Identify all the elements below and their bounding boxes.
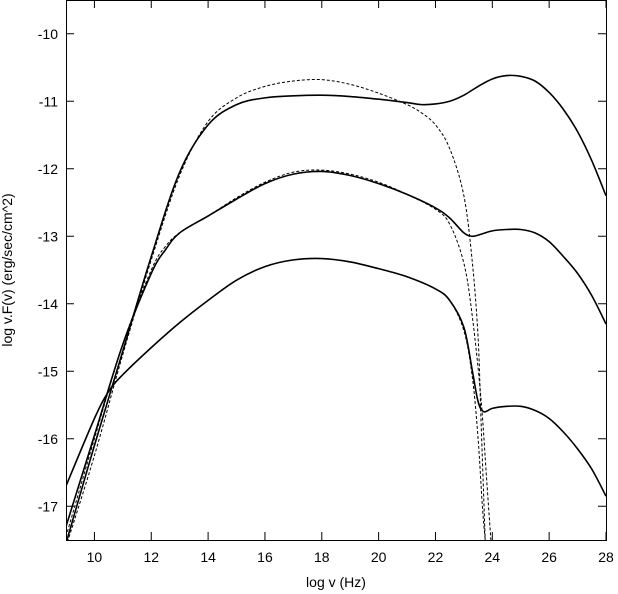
x-tick-label: 28 (598, 549, 614, 565)
x-tick-label: 12 (143, 549, 159, 565)
x-tick-label: 26 (541, 549, 557, 565)
y-axis-title: log v.F(v) (erg/sec/cm^2) (0, 193, 15, 346)
x-tick-label: 14 (200, 549, 216, 565)
x-tick-label: 16 (257, 549, 273, 565)
y-tick-label: -13 (38, 228, 58, 244)
solid-series-line-1 (66, 74, 606, 541)
y-tick-label: -15 (38, 363, 58, 379)
solid-series-line-5 (66, 257, 606, 497)
dashed-series-line-6 (66, 257, 486, 541)
y-tick-label: -17 (38, 498, 58, 514)
plot-frame (66, 0, 607, 541)
x-tick-label: 22 (428, 549, 444, 565)
x-tick-label: 18 (314, 549, 330, 565)
x-tick-labels: 10 12 14 16 18 20 22 24 26 28 (87, 549, 614, 565)
y-tick-label: -11 (39, 93, 58, 109)
x-tick-label: 10 (87, 549, 103, 565)
axis-ticks (66, 0, 607, 540)
solid-series-line-3 (66, 170, 606, 527)
dashed-series-line-2 (67, 78, 486, 541)
x-axis-title: log v (Hz) (306, 574, 366, 590)
x-tick-label: 20 (371, 549, 387, 565)
dashed-series-line-4 (66, 169, 492, 541)
x-tick-label: 24 (485, 549, 501, 565)
y-tick-label: -12 (38, 161, 58, 177)
y-tick-label: -14 (38, 296, 58, 312)
y-tick-label: -16 (38, 431, 58, 447)
y-tick-label: -10 (38, 26, 58, 42)
series-layer (66, 74, 606, 541)
y-tick-labels: -17 -16 -15 -14 -13 -12 -11 -10 (38, 26, 58, 515)
